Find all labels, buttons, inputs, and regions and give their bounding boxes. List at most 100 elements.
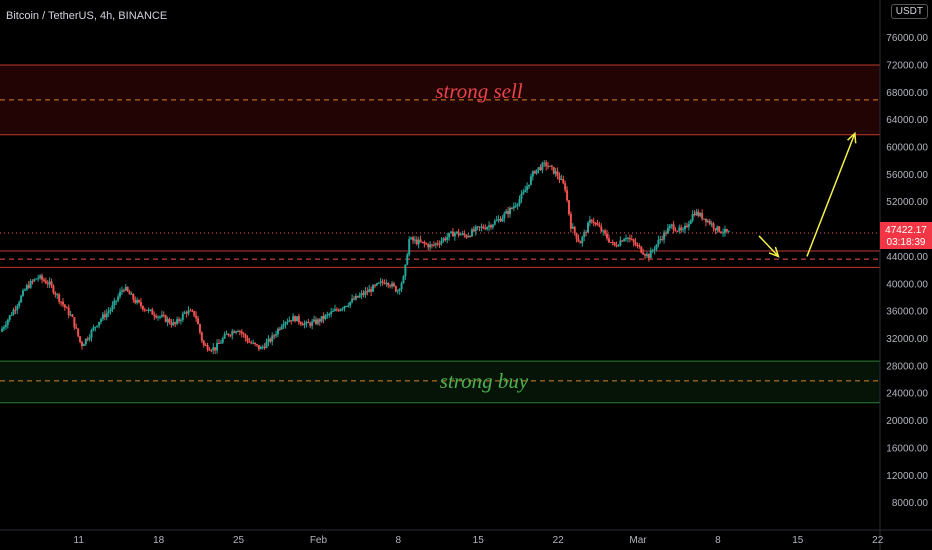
candle-body xyxy=(594,223,597,225)
candle-body xyxy=(149,309,152,311)
candle-body xyxy=(61,301,64,305)
candle-body xyxy=(366,291,369,293)
candle-body xyxy=(39,275,42,278)
candle-body xyxy=(246,338,249,342)
candle-body xyxy=(351,298,354,302)
candle-body xyxy=(480,226,483,228)
candle-body xyxy=(282,324,285,327)
candle-body xyxy=(668,225,671,229)
candle-body xyxy=(392,283,395,286)
price-tag: 47422.17 03:18:39 xyxy=(880,222,932,249)
candle-body xyxy=(113,300,116,306)
candle-body xyxy=(548,165,551,167)
candle-body xyxy=(470,229,473,237)
candle-body xyxy=(655,244,658,250)
candle-body xyxy=(73,317,76,328)
candle-body xyxy=(309,323,312,326)
candle-body xyxy=(225,333,228,335)
candle-body xyxy=(577,238,580,242)
candle-body xyxy=(69,314,72,316)
candle-body xyxy=(446,237,449,241)
candle-body xyxy=(644,254,647,256)
price-tick-label: 40000.00 xyxy=(886,279,928,290)
candle-body xyxy=(252,342,255,344)
candle-body xyxy=(259,347,262,350)
candle-body xyxy=(560,178,563,180)
candle-body xyxy=(541,163,544,171)
candle-body xyxy=(547,165,550,167)
candle-body xyxy=(48,281,51,285)
candle-body xyxy=(520,194,523,200)
time-tick-label: Feb xyxy=(310,535,328,546)
candle-body xyxy=(297,316,300,323)
candle-body xyxy=(75,327,78,329)
candle-body xyxy=(579,241,582,244)
candle-body xyxy=(12,309,15,315)
candle-body xyxy=(592,221,595,224)
candle-body xyxy=(16,305,19,310)
price-tick-label: 32000.00 xyxy=(886,334,928,345)
candle-body xyxy=(130,293,133,295)
time-tick-label: 15 xyxy=(473,535,485,546)
candle-body xyxy=(539,167,542,171)
symbol-title: Bitcoin / TetherUS, 4h, BINANCE xyxy=(6,10,168,22)
candle-body xyxy=(626,237,629,239)
candle-body xyxy=(411,237,414,241)
candle-body xyxy=(255,344,258,346)
candle-body xyxy=(716,226,719,231)
candle-body xyxy=(623,239,626,242)
candle-body xyxy=(444,238,447,241)
candle-body xyxy=(2,327,5,329)
candle-body xyxy=(280,326,283,330)
candle-body xyxy=(415,239,418,245)
candle-body xyxy=(554,171,557,174)
candle-body xyxy=(617,245,620,247)
candle-body xyxy=(467,236,470,238)
candle-body xyxy=(710,223,713,225)
candle-body xyxy=(335,309,338,311)
candle-body xyxy=(545,162,548,166)
candle-body xyxy=(25,285,28,290)
candle-body xyxy=(284,322,287,325)
candle-body xyxy=(581,236,584,244)
currency-badge[interactable]: USDT xyxy=(890,4,928,19)
candle-body xyxy=(56,294,59,296)
price-tick-label: 20000.00 xyxy=(886,416,928,427)
candle-body xyxy=(128,291,131,295)
candle-body xyxy=(221,338,224,343)
candle-body xyxy=(364,291,367,295)
candle-body xyxy=(693,214,696,216)
candle-body xyxy=(586,223,589,233)
candle-body xyxy=(31,281,34,283)
candle-body xyxy=(18,302,21,306)
candle-body xyxy=(588,219,591,224)
candle-body xyxy=(402,276,405,284)
candle-body xyxy=(67,307,70,315)
candle-body xyxy=(606,233,609,239)
candle-body xyxy=(124,286,127,291)
candle-body xyxy=(242,333,245,335)
candle-body xyxy=(398,289,401,291)
candle-body xyxy=(84,338,87,345)
candle-body xyxy=(394,285,397,292)
candle-body xyxy=(575,233,578,239)
candle-body xyxy=(290,320,293,322)
candle-body xyxy=(482,226,485,229)
candle-body xyxy=(621,240,624,242)
candle-body xyxy=(432,244,435,246)
candle-body xyxy=(198,324,201,333)
candle-body xyxy=(427,244,430,248)
candle-body xyxy=(389,285,392,287)
candle-body xyxy=(134,299,137,303)
candle-body xyxy=(86,338,89,340)
candle-body xyxy=(46,283,49,285)
candle-body xyxy=(50,281,53,286)
candle-body xyxy=(23,289,26,291)
candle-body xyxy=(151,309,154,315)
candle-body xyxy=(44,280,47,284)
candle-body xyxy=(419,239,422,242)
candle-body xyxy=(158,316,161,318)
candle-body xyxy=(611,242,614,244)
candle-body xyxy=(585,232,588,234)
